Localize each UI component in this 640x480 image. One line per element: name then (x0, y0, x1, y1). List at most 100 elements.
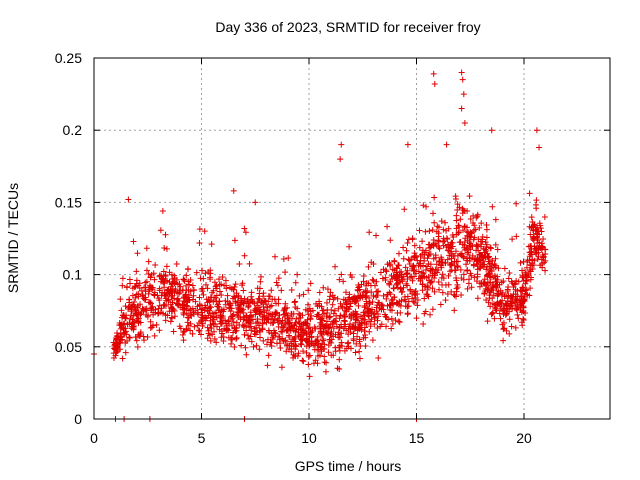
data-point (473, 278, 480, 285)
data-point (429, 227, 436, 234)
data-point (400, 244, 407, 251)
data-point (388, 325, 395, 332)
data-point (113, 349, 120, 356)
data-point (259, 313, 266, 320)
data-point (453, 212, 460, 219)
data-point (110, 355, 117, 362)
data-point (403, 247, 410, 254)
data-point (279, 329, 286, 336)
data-point (275, 319, 282, 326)
data-point (426, 277, 433, 284)
data-point (168, 293, 175, 300)
data-point (238, 342, 245, 349)
data-point (354, 294, 361, 301)
data-point (396, 301, 403, 308)
data-point (519, 267, 526, 274)
data-point (426, 227, 433, 234)
data-point (270, 319, 277, 326)
data-point (209, 289, 216, 296)
data-point (468, 284, 475, 291)
data-point (411, 292, 418, 299)
data-point (440, 226, 447, 233)
data-point (280, 311, 287, 318)
data-point (510, 291, 517, 298)
data-point (426, 244, 433, 251)
data-point (454, 262, 461, 269)
data-point (415, 275, 422, 282)
data-point (396, 269, 403, 276)
data-point (491, 301, 498, 308)
data-point (156, 327, 163, 334)
data-point (336, 324, 343, 331)
x-axis-label: GPS time / hours (295, 458, 402, 474)
data-point (398, 289, 405, 296)
data-point (325, 342, 332, 349)
data-point (265, 352, 272, 359)
data-point (272, 253, 279, 260)
data-point (329, 301, 336, 308)
data-point (509, 236, 516, 243)
data-point (350, 312, 357, 319)
data-point (499, 307, 506, 314)
data-point (458, 250, 465, 257)
data-point (271, 296, 278, 303)
data-point (354, 311, 361, 318)
data-point (117, 340, 124, 347)
data-point (316, 289, 323, 296)
data-point (307, 316, 314, 323)
data-point (319, 340, 326, 347)
data-point (228, 285, 235, 292)
data-point (213, 323, 220, 330)
data-point (135, 290, 142, 297)
data-point (494, 290, 501, 297)
data-point (427, 244, 434, 251)
data-point (166, 269, 173, 276)
data-point (500, 278, 507, 285)
data-point (337, 156, 344, 163)
data-point (487, 279, 494, 286)
data-point (391, 274, 398, 281)
data-point (509, 280, 516, 287)
data-point (531, 222, 538, 229)
data-point (445, 281, 452, 288)
data-point (298, 321, 305, 328)
data-point (233, 327, 240, 334)
data-point (260, 307, 267, 314)
data-point (337, 312, 344, 319)
data-point (438, 218, 445, 225)
data-point (306, 343, 313, 350)
data-point (478, 220, 485, 227)
data-point (248, 293, 255, 300)
data-point (149, 303, 156, 310)
data-point (286, 320, 293, 327)
data-point (415, 262, 422, 269)
data-point (424, 283, 431, 290)
data-point (432, 252, 439, 259)
data-point (354, 287, 361, 294)
data-point (522, 274, 529, 281)
data-point (196, 302, 203, 309)
data-point (404, 239, 411, 246)
data-point (244, 296, 251, 303)
data-point (520, 296, 527, 303)
data-point (234, 312, 241, 319)
data-point (360, 316, 367, 323)
data-point (133, 268, 140, 275)
data-point (451, 291, 458, 298)
data-point (420, 202, 427, 209)
data-point (369, 337, 376, 344)
data-point (204, 324, 211, 331)
data-point (351, 326, 358, 333)
data-point (236, 260, 243, 267)
data-point (458, 291, 465, 298)
data-point (401, 206, 408, 213)
data-point (395, 262, 402, 269)
data-point (485, 299, 492, 306)
data-point (126, 334, 133, 341)
data-point (303, 349, 310, 356)
data-point (330, 325, 337, 332)
data-point (300, 332, 307, 339)
data-point (423, 249, 430, 256)
data-point (276, 312, 283, 319)
